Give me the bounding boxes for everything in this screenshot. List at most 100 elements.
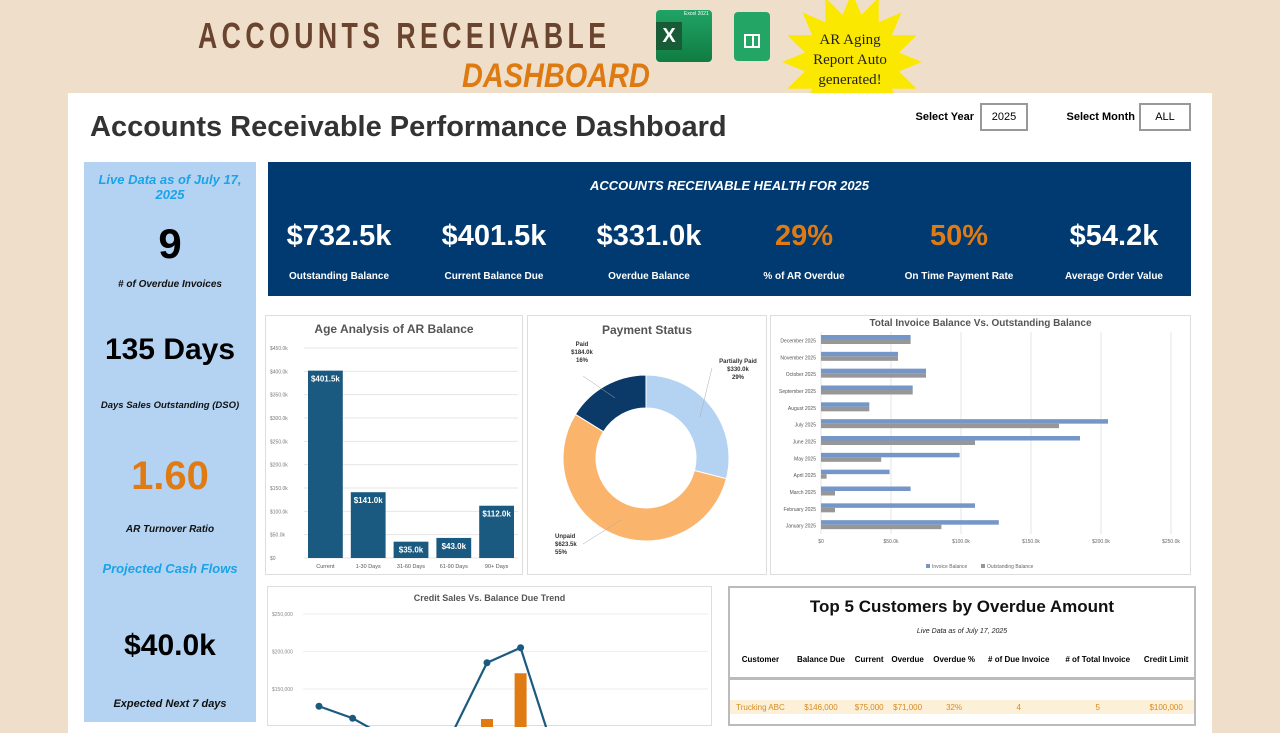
y-tick-label: $100.0k <box>270 509 288 515</box>
y-tick-label: $350.0k <box>270 393 288 399</box>
slice-label: $184.0k <box>571 350 593 356</box>
select-year-dropdown[interactable]: 2025 <box>980 103 1028 131</box>
turnover-label: AR Turnover Ratio <box>125 524 215 535</box>
age-analysis-chart: Age Analysis of AR Balance $0 $50.0k $100.… <box>265 315 523 575</box>
bar <box>514 673 527 727</box>
data-label: $112.0k <box>482 510 511 519</box>
y-tick-label: November 2025 <box>780 355 816 361</box>
kpi-value: $401.5k <box>441 220 547 252</box>
bar <box>821 402 870 407</box>
leader-line <box>582 375 616 399</box>
overdue-invoices-label: # of Overdue Invoices <box>118 279 222 290</box>
slice-label: Paid <box>576 342 589 348</box>
excel-badge: Excel 2021 <box>684 11 709 17</box>
y-tick-label: January 2025 <box>786 524 817 530</box>
table-cell: $71,000 <box>893 702 923 712</box>
starburst-text: AR Aging Report Auto generated! <box>813 32 887 88</box>
dso-label: Days Sales Outstanding (DSO) <box>100 400 240 411</box>
y-tick-label: September 2025 <box>779 389 816 395</box>
slice-label: 29% <box>732 375 745 381</box>
y-tick-label: $250.0k <box>270 439 288 445</box>
turnover-value: 1.60 <box>131 454 209 498</box>
bar <box>821 356 898 361</box>
bar <box>436 537 472 558</box>
y-tick-label: $250,000 <box>272 612 293 618</box>
bar <box>821 524 942 530</box>
legend-label: Invoice Balance <box>932 564 968 570</box>
bar <box>821 474 827 479</box>
bar <box>821 491 835 496</box>
credit-sales-trend-svg: $150,000 $200,000 $250,000 <box>272 612 708 727</box>
select-month-dropdown[interactable]: ALL <box>1139 103 1191 131</box>
bar <box>821 406 870 412</box>
kpi-value: $331.0k <box>596 220 702 252</box>
donut-slice <box>562 413 727 542</box>
bar <box>393 541 429 558</box>
bar <box>821 390 913 395</box>
projected-value: $40.0k <box>124 629 216 662</box>
kpi-value: $732.5k <box>286 220 392 252</box>
kpi-card: $54.2k Average Order Value <box>1039 220 1189 282</box>
kpi-value: $54.2k <box>1069 220 1159 252</box>
table-cell: 4 <box>1016 702 1021 712</box>
bar <box>821 419 1108 424</box>
kpi-card: 29% % of AR Overdue <box>729 220 879 282</box>
table-cell: $100,000 <box>1149 702 1183 712</box>
kpi-title: ACCOUNTS RECEIVABLE HEALTH FOR 2025 <box>589 178 870 193</box>
x-tick-label: $200.0k <box>1092 539 1110 545</box>
top-customers-table-card: Top 5 Customers by Overdue Amount Live D… <box>728 586 1196 726</box>
y-tick-label: June 2025 <box>793 439 817 445</box>
x-tick-label: Current <box>316 564 335 570</box>
invoice-vs-outstanding-svg: $0 $50.0k $100.0k $150.0k $200.0k $250.0k Janu… <box>779 332 1180 570</box>
y-tick-label: $300.0k <box>270 416 288 422</box>
table-subtitle: Live Data as of July 17, 2025 <box>916 628 1008 635</box>
column-header: Current <box>851 642 888 680</box>
bar <box>481 719 493 727</box>
column-header: Balance Due <box>790 642 852 680</box>
kpi-card: $401.5k Current Balance Due <box>419 220 569 282</box>
table-cell: $146,000 <box>804 702 838 712</box>
bar <box>821 436 1080 441</box>
data-label: $35.0k <box>399 546 424 555</box>
header-title: ACCOUNTS RECEIVABLE <box>198 15 611 56</box>
y-tick-label: April 2025 <box>793 473 816 479</box>
table-cell: 5 <box>1095 702 1100 712</box>
table-row[interactable]: Trucking ABC $146,000 $75,000 $71,000 32% 4 5 $… <box>730 700 1194 714</box>
y-tick-label: $150,000 <box>272 687 293 693</box>
bar <box>821 520 999 525</box>
y-tick-label: May 2025 <box>794 456 816 462</box>
kpi-card: $331.0k Overdue Balance <box>574 220 724 282</box>
bar <box>821 373 926 378</box>
kpi-label: On Time Payment Rate <box>904 271 1014 282</box>
chart-title: Total Invoice Balance Vs. Outstanding Ba… <box>869 318 1092 329</box>
bar <box>821 423 1059 429</box>
donut-slice <box>574 374 647 433</box>
kpi-label: Outstanding Balance <box>288 271 389 282</box>
column-header: # of Due Invoice <box>980 642 1058 680</box>
x-tick-label: 90+ Days <box>485 564 509 570</box>
legend-label: Outstanding Balance <box>987 564 1034 570</box>
y-tick-label: $400.0k <box>270 369 288 375</box>
bar <box>821 503 975 508</box>
data-label: $43.0k <box>442 542 467 551</box>
bar <box>821 507 835 513</box>
bar <box>821 469 890 475</box>
column-header: Overdue <box>887 642 928 680</box>
excel-x-glyph: X <box>656 22 682 50</box>
column-header: Credit Limit <box>1138 642 1194 680</box>
bar <box>821 385 913 390</box>
credit-sales-trend-chart: Credit Sales Vs. Balance Due Trend $150,… <box>267 586 712 727</box>
bar <box>821 339 911 344</box>
y-tick-label: December 2025 <box>780 338 816 344</box>
slice-label: $330.0k <box>727 367 749 373</box>
bar <box>821 351 898 357</box>
excel-icon: Excel 2021 X <box>656 10 712 62</box>
dso-value: 135 Days <box>104 333 236 366</box>
google-sheets-icon <box>734 12 770 61</box>
data-label: $401.5k <box>311 375 340 384</box>
y-tick-label: $150.0k <box>270 486 288 492</box>
projected-cash-flows-title: Projected Cash Flows <box>102 561 238 576</box>
trend-line <box>318 646 548 727</box>
y-tick-label: $50.0k <box>270 533 286 539</box>
bar <box>821 368 926 374</box>
